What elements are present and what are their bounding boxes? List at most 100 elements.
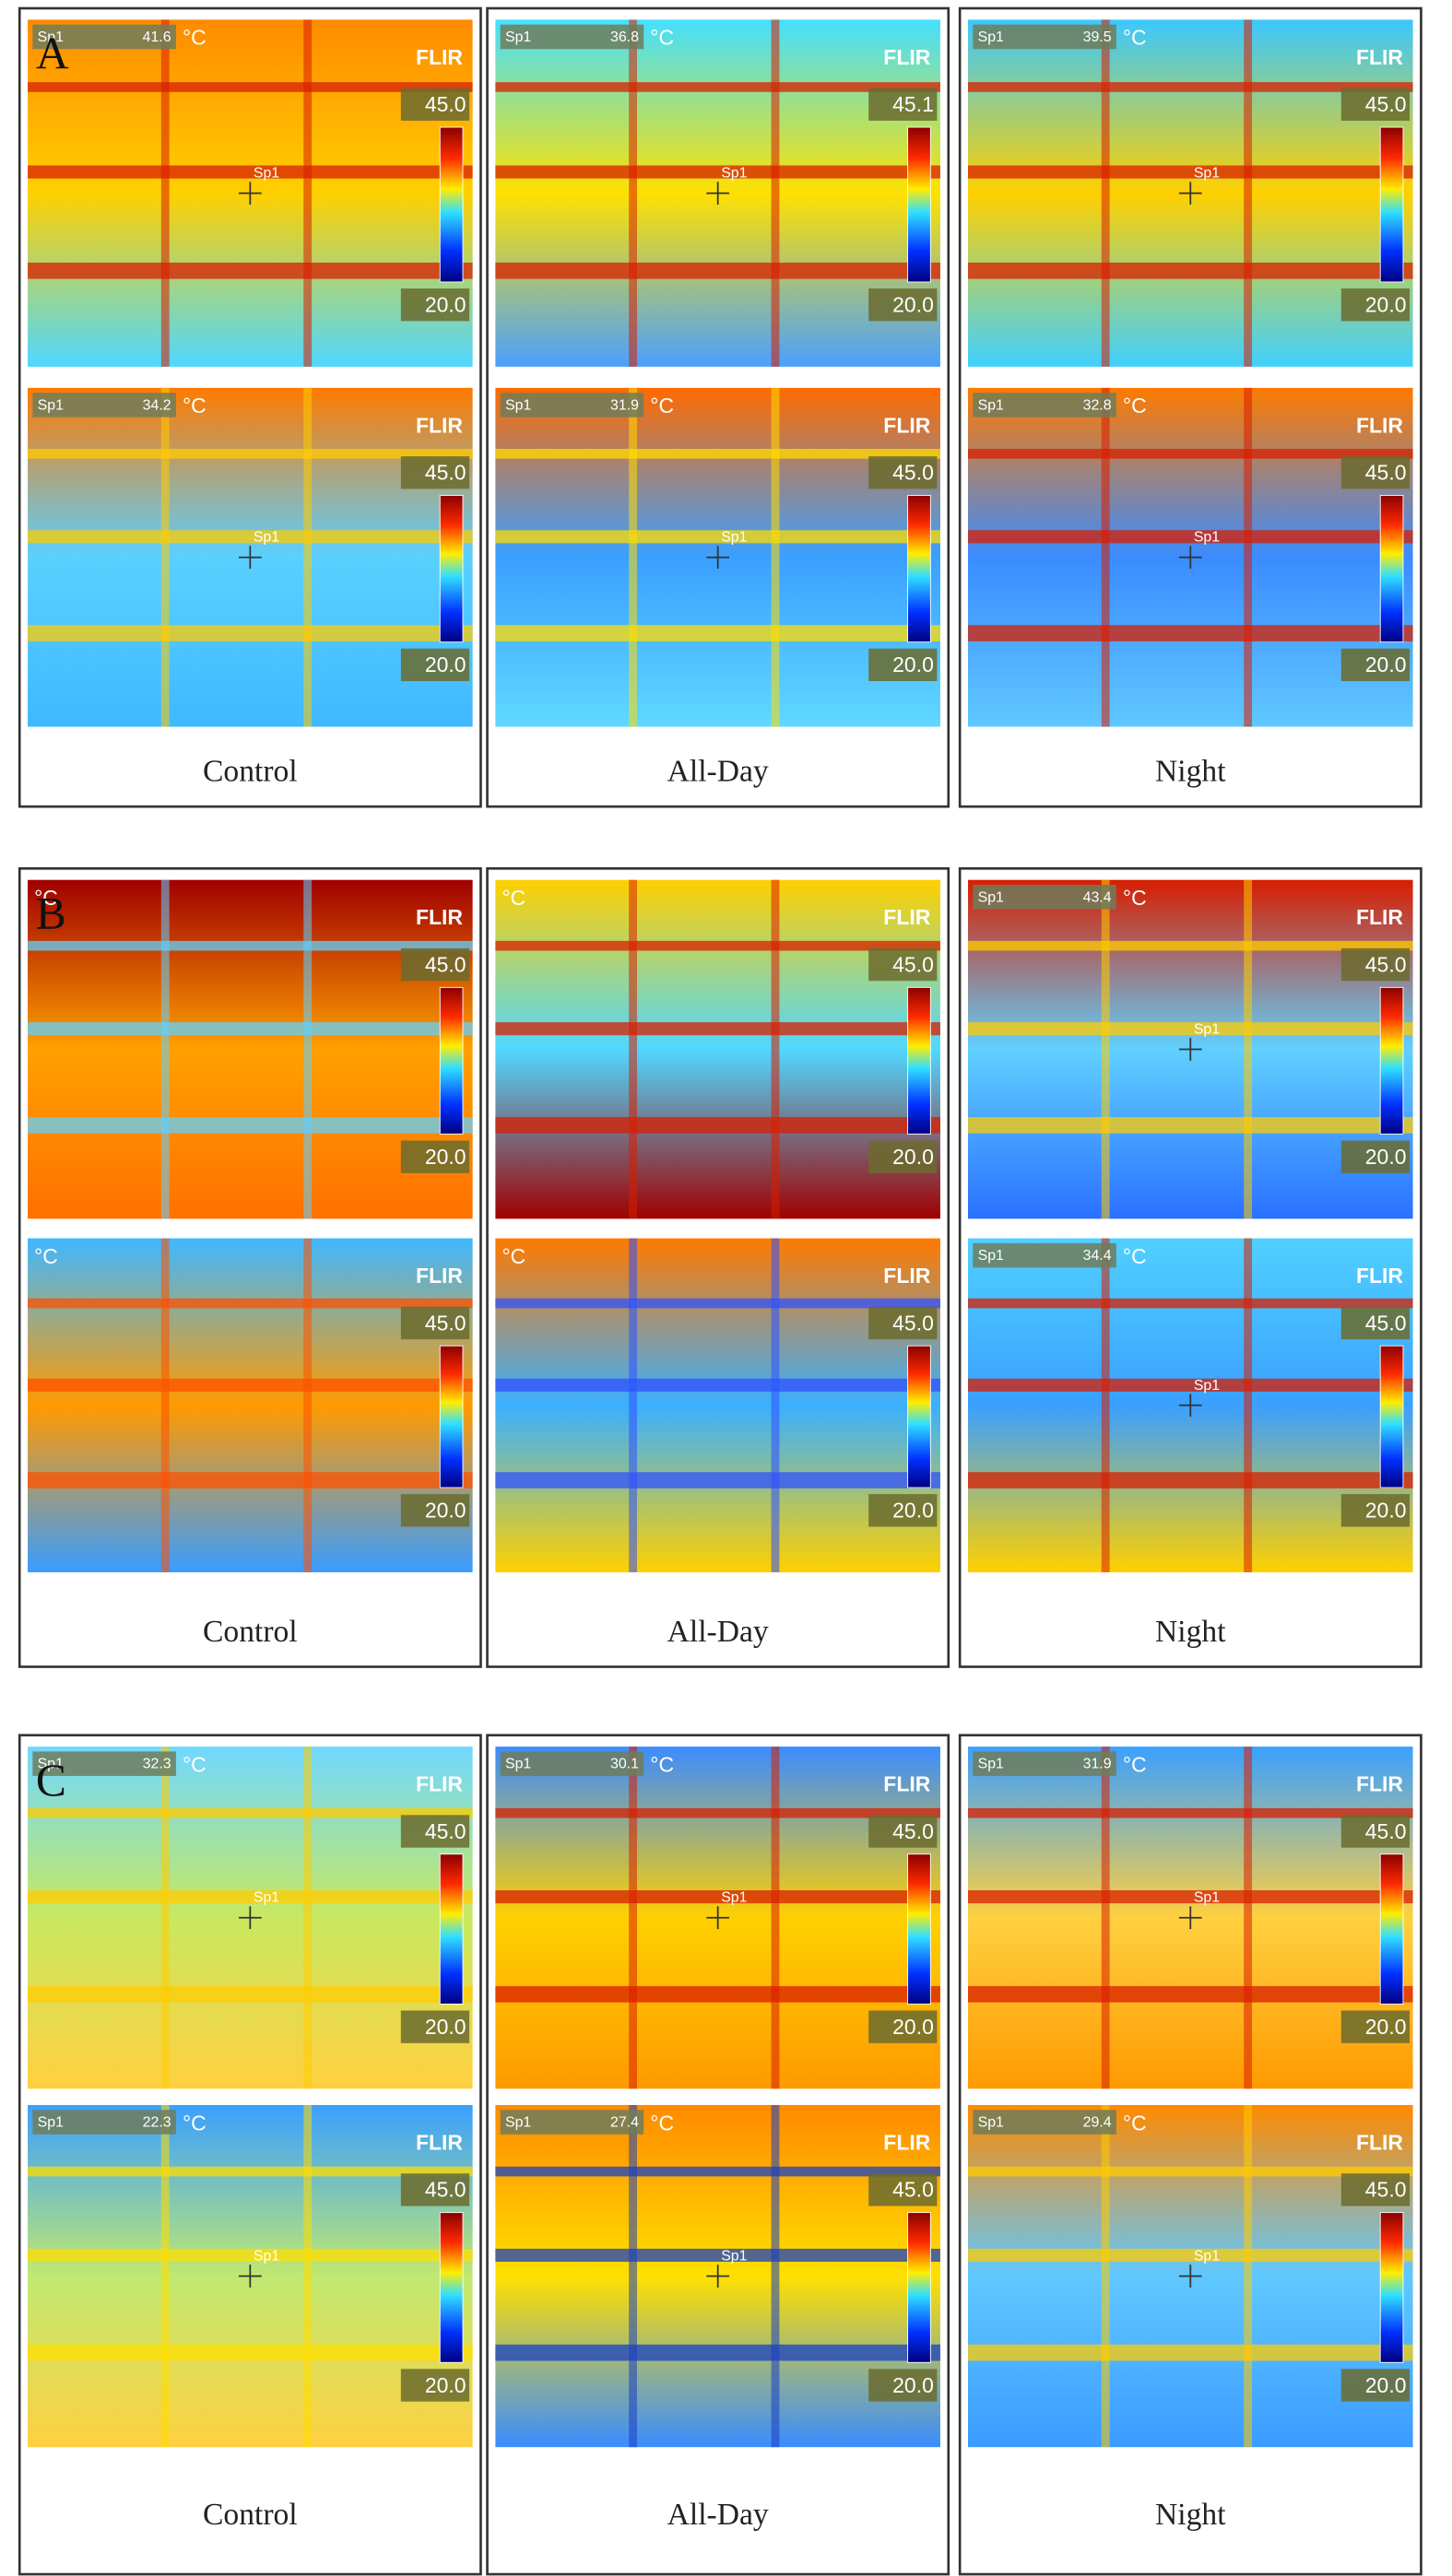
spot-label: Sp1: [978, 1757, 1004, 1772]
color-scale: [907, 1853, 931, 2005]
thermal-image: °C FLIR 45.0 20.0: [495, 1238, 940, 1572]
spot-box: [973, 24, 1116, 50]
scale-min-box: [1340, 1494, 1411, 1527]
color-scale: [907, 126, 931, 283]
thermal-band: [968, 82, 1413, 92]
panel-caption: All-Day: [667, 1615, 769, 1649]
thermal-band: [495, 1985, 940, 2003]
thermal-band: [968, 2166, 1413, 2177]
thermal-image: Sp1 29.4 °C FLIR 45.0 20.0 Sp1: [968, 2104, 1413, 2448]
spot-box: [32, 393, 176, 418]
thermal-post: [303, 1238, 313, 1572]
thermal-band: [968, 1890, 1413, 1904]
spot-box: [500, 24, 644, 50]
thermal-band: [968, 1022, 1413, 1036]
thermal-band: [968, 625, 1413, 641]
brand: FLIR: [883, 45, 930, 69]
spot-box: [973, 2110, 1116, 2135]
thermal-band: [968, 449, 1413, 459]
spot-marker: Sp1: [254, 1890, 279, 1906]
scale-min-box: [868, 2010, 938, 2043]
scale-min-box: [400, 1494, 470, 1527]
thermal-band: [495, 1378, 940, 1392]
thermal-post: [771, 1238, 780, 1572]
spot-marker: Sp1: [721, 166, 747, 182]
unit: °C: [1123, 2111, 1147, 2135]
scale-max: 45.0: [425, 952, 466, 976]
thermal-image: Sp1 32.8 °C FLIR 45.0 20.0 Sp1: [968, 387, 1413, 727]
spot-label: Sp1: [505, 29, 531, 45]
scale-max: 45.0: [892, 952, 934, 976]
color-scale: [1379, 2212, 1404, 2363]
image-background: [495, 1238, 940, 1572]
spot-marker: Sp1: [721, 2249, 747, 2264]
color-scale: [907, 2212, 931, 2363]
thermal-post: [1101, 879, 1110, 1219]
color-scale: [439, 2212, 464, 2363]
scale-max-box: [400, 88, 470, 121]
unit: °C: [1123, 26, 1147, 50]
thermal-image: Sp1 34.2 °C FLIR 45.0 20.0 Sp1: [28, 387, 473, 727]
unit: °C: [502, 1244, 525, 1268]
thermal-band: [495, 2248, 940, 2263]
color-scale: [1379, 1345, 1404, 1488]
panel-caption: All-Day: [667, 2498, 769, 2532]
scale-max: 45.0: [892, 1819, 934, 1843]
unit: °C: [34, 1244, 58, 1268]
scale-max-box: [400, 947, 470, 982]
spot-box: [973, 393, 1116, 418]
thermal-post: [629, 1747, 637, 2089]
scale-max-box: [400, 1815, 470, 1848]
thermal-image: °C FLIR 45.0 20.0: [28, 879, 473, 1219]
spot-box: [973, 885, 1116, 910]
scale-min-box: [400, 648, 470, 682]
scale-max: 45.0: [425, 461, 466, 485]
spot-label: Sp1: [978, 889, 1004, 905]
spot-box: [32, 24, 176, 50]
thermal-band: [28, 1117, 473, 1134]
color-scale: [907, 1345, 931, 1488]
thermal-post: [771, 19, 780, 367]
group-label: A: [36, 28, 69, 78]
thermal-band: [495, 1890, 940, 1904]
scale-min: 20.0: [1365, 2015, 1407, 2039]
scale-min: 20.0: [425, 2373, 466, 2397]
scale-max: 45.0: [425, 92, 466, 116]
scale-min-box: [868, 288, 938, 322]
brand: FLIR: [1356, 1772, 1403, 1796]
thermal-band: [28, 1378, 473, 1392]
group-label: C: [36, 1755, 66, 1806]
thermal-image: Sp1 30.1 °C FLIR 45.0 20.0 Sp1: [495, 1747, 940, 2089]
scale-max: 45.1: [892, 92, 934, 116]
spot-marker: Sp1: [721, 1890, 747, 1906]
spot-box: [500, 1751, 644, 1776]
thermal-band: [968, 1807, 1413, 1818]
thermal-image: Sp1 22.3 °C FLIR 45.0 20.0 Sp1: [28, 2104, 473, 2448]
scale-min: 20.0: [892, 2015, 934, 2039]
thermal-image: Sp1 39.5 °C FLIR 45.0 20.0 Sp1: [968, 19, 1413, 367]
thermal-post: [1101, 387, 1110, 727]
scale-max-box: [400, 456, 470, 489]
thermal-post: [160, 2104, 170, 2448]
thermal-band: [28, 2344, 473, 2361]
scale-max-box: [868, 88, 938, 121]
color-scale: [1379, 986, 1404, 1135]
scale-max-box: [868, 2173, 938, 2206]
thermal-band: [28, 1022, 473, 1036]
scale-max-box: [868, 1306, 938, 1340]
spot-value: 34.4: [1083, 1248, 1112, 1264]
scale-max-box: [1340, 1306, 1411, 1340]
scale-min-box: [868, 1140, 938, 1173]
scale-min-box: [400, 2369, 470, 2402]
spot-marker: Sp1: [721, 530, 747, 546]
brand: FLIR: [1356, 905, 1403, 929]
thermal-post: [771, 2104, 780, 2448]
thermal-band: [495, 165, 940, 179]
spot-value: 22.3: [143, 2115, 171, 2131]
thermal-post: [303, 879, 313, 1219]
thermal-band: [28, 2248, 473, 2263]
unit: °C: [183, 26, 207, 50]
scale-max: 45.0: [1365, 952, 1407, 976]
panel-caption: Control: [203, 2498, 298, 2532]
